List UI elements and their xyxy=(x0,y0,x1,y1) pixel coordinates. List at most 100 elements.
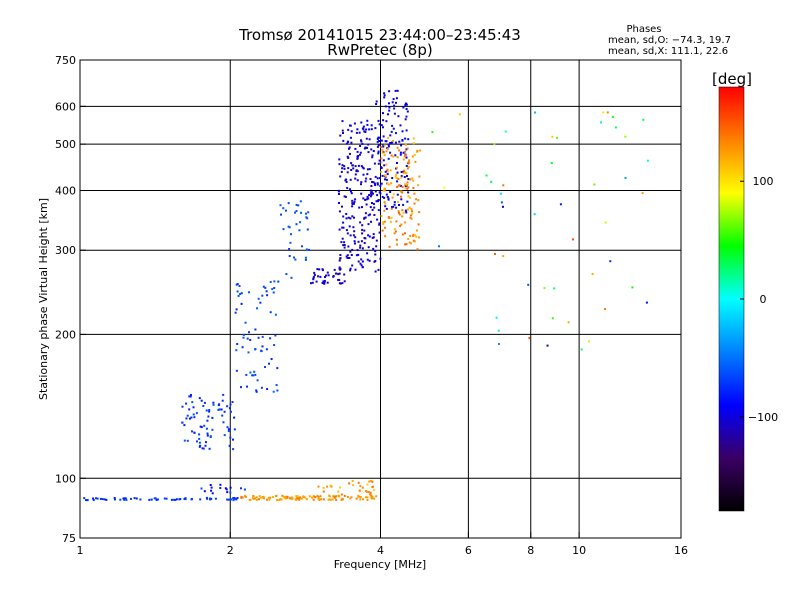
data-point-x-trace xyxy=(402,211,405,214)
data-point-x-trace xyxy=(396,156,399,159)
data-point-x-trace xyxy=(413,234,416,237)
data-point-bottom-trace-blue xyxy=(209,497,211,500)
data-point-x-trace xyxy=(410,208,413,210)
data-point-f-layer-low-blue xyxy=(231,401,234,403)
data-point-x-trace xyxy=(404,154,407,157)
data-point-o-trace-upper xyxy=(388,109,391,112)
data-point-x-trace xyxy=(415,229,418,232)
data-point-bottom-trace-orange xyxy=(302,496,305,498)
data-point-o-trace-main xyxy=(361,224,364,227)
data-point-o-trace-main xyxy=(368,259,371,262)
data-point-o-trace-upper xyxy=(383,96,386,99)
data-point-bottom-trace-orange xyxy=(241,496,244,499)
data-point-rising-trace xyxy=(247,351,250,354)
data-point-o-trace-main xyxy=(347,128,350,131)
data-point-rising-trace xyxy=(273,287,276,289)
data-point-f-layer-low-blue xyxy=(208,409,211,411)
data-point-f-cusp xyxy=(304,256,307,259)
data-point-o-trace-upper xyxy=(380,182,383,185)
data-point-lower-band-mixed xyxy=(225,488,228,491)
data-point-x-trace xyxy=(398,213,401,216)
data-point-sparse-high xyxy=(504,130,507,133)
data-point-o-trace-upper xyxy=(376,183,379,186)
data-point-o-trace-main xyxy=(341,129,344,132)
data-point-x-trace xyxy=(406,184,409,187)
data-point-o-trace-main xyxy=(367,197,370,200)
data-point-rising-trace xyxy=(235,283,238,286)
data-point-o-trace-main xyxy=(358,153,361,156)
data-point-f-layer-low-blue xyxy=(188,417,191,420)
data-point-o-trace-main xyxy=(351,215,354,218)
data-point-x-trace xyxy=(404,221,407,224)
data-point-o-trace-main xyxy=(359,151,362,154)
data-point-f-cusp xyxy=(295,210,298,212)
data-point-o-trace-main xyxy=(359,246,362,249)
data-point-o-trace-main xyxy=(370,193,373,196)
data-point-o-trace-upper xyxy=(389,134,392,137)
data-point-o-trace-main xyxy=(339,134,342,137)
data-point-rising-trace xyxy=(260,386,263,389)
data-point-bottom-trace-blue xyxy=(105,498,108,501)
data-point-o-trace-main xyxy=(372,247,375,250)
data-point-f-cusp xyxy=(295,203,298,206)
data-point-bottom-trace-orange xyxy=(331,498,334,501)
data-point-x-trace xyxy=(385,163,388,166)
data-point-f-layer-low-blue xyxy=(188,408,191,411)
data-point-sparse-high xyxy=(502,255,505,258)
data-point-rising-trace xyxy=(274,313,277,316)
data-point-x-trace xyxy=(412,233,415,236)
data-point-o-trace-main xyxy=(365,198,368,201)
y-tick-label: 200 xyxy=(55,328,76,341)
data-point-o-trace-main xyxy=(373,162,376,165)
data-point-f-layer-low-blue xyxy=(208,410,211,413)
y-axis-label: Stationary phase Virtual Height [km] xyxy=(37,198,50,400)
data-point-x-trace xyxy=(396,146,399,149)
data-point-f-layer-low-blue xyxy=(220,408,223,411)
data-point-x-trace xyxy=(381,151,384,154)
data-point-f-layer-low-blue xyxy=(223,434,226,437)
colorbar-tick-label: 0 xyxy=(760,293,767,306)
data-point-o-trace-main xyxy=(360,192,363,195)
data-point-x-trace xyxy=(415,198,418,201)
data-point-rising-trace xyxy=(254,328,257,331)
data-point-low-scatter-bottom xyxy=(352,484,355,487)
data-point-o-trace-upper xyxy=(405,165,408,167)
data-point-o-trace-upper xyxy=(404,102,407,105)
data-point-f-layer-low-blue xyxy=(202,447,205,450)
data-point-o-trace-upper xyxy=(400,144,403,147)
data-point-low-scatter-bottom xyxy=(326,485,328,488)
data-point-o-trace-main xyxy=(369,206,372,209)
data-point-o-trace-main xyxy=(361,266,364,269)
data-point-o-trace-upper xyxy=(404,118,407,121)
data-point-sparse-high xyxy=(609,260,612,263)
data-point-o-trace-main xyxy=(356,150,359,153)
data-point-x-trace xyxy=(404,243,407,246)
data-point-o-trace-upper xyxy=(385,120,388,123)
data-point-bottom-trace-orange xyxy=(328,498,331,501)
data-point-x-trace xyxy=(415,235,418,238)
data-point-f-cusp xyxy=(288,255,291,257)
data-point-x-trace xyxy=(383,200,386,203)
data-point-rising-trace xyxy=(238,285,241,287)
data-point-o-trace-upper xyxy=(406,200,409,203)
data-point-x-trace xyxy=(386,170,389,173)
grid xyxy=(80,60,681,538)
data-point-o-trace-main xyxy=(360,181,363,184)
data-point-x-trace xyxy=(384,187,386,190)
data-point-o-trace-main xyxy=(352,167,355,170)
data-point-x-trace xyxy=(404,232,406,235)
data-point-x-trace xyxy=(396,243,398,246)
data-point-o-trace-upper xyxy=(379,192,382,195)
data-point-rising-trace xyxy=(266,294,269,297)
data-point-x-trace xyxy=(395,220,398,223)
data-point-o-trace-main xyxy=(345,213,348,215)
data-point-o-trace-main xyxy=(356,156,359,159)
data-point-low-scatter-bottom xyxy=(322,490,325,493)
data-point-o-trace-main xyxy=(348,147,350,150)
data-point-f-cusp xyxy=(306,228,309,231)
data-point-rising-trace xyxy=(269,337,272,340)
data-point-o-trace-upper xyxy=(377,119,380,122)
data-point-o-trace-main xyxy=(365,177,368,180)
data-point-o-trace-bend xyxy=(325,274,328,277)
data-point-x-trace xyxy=(388,245,391,248)
